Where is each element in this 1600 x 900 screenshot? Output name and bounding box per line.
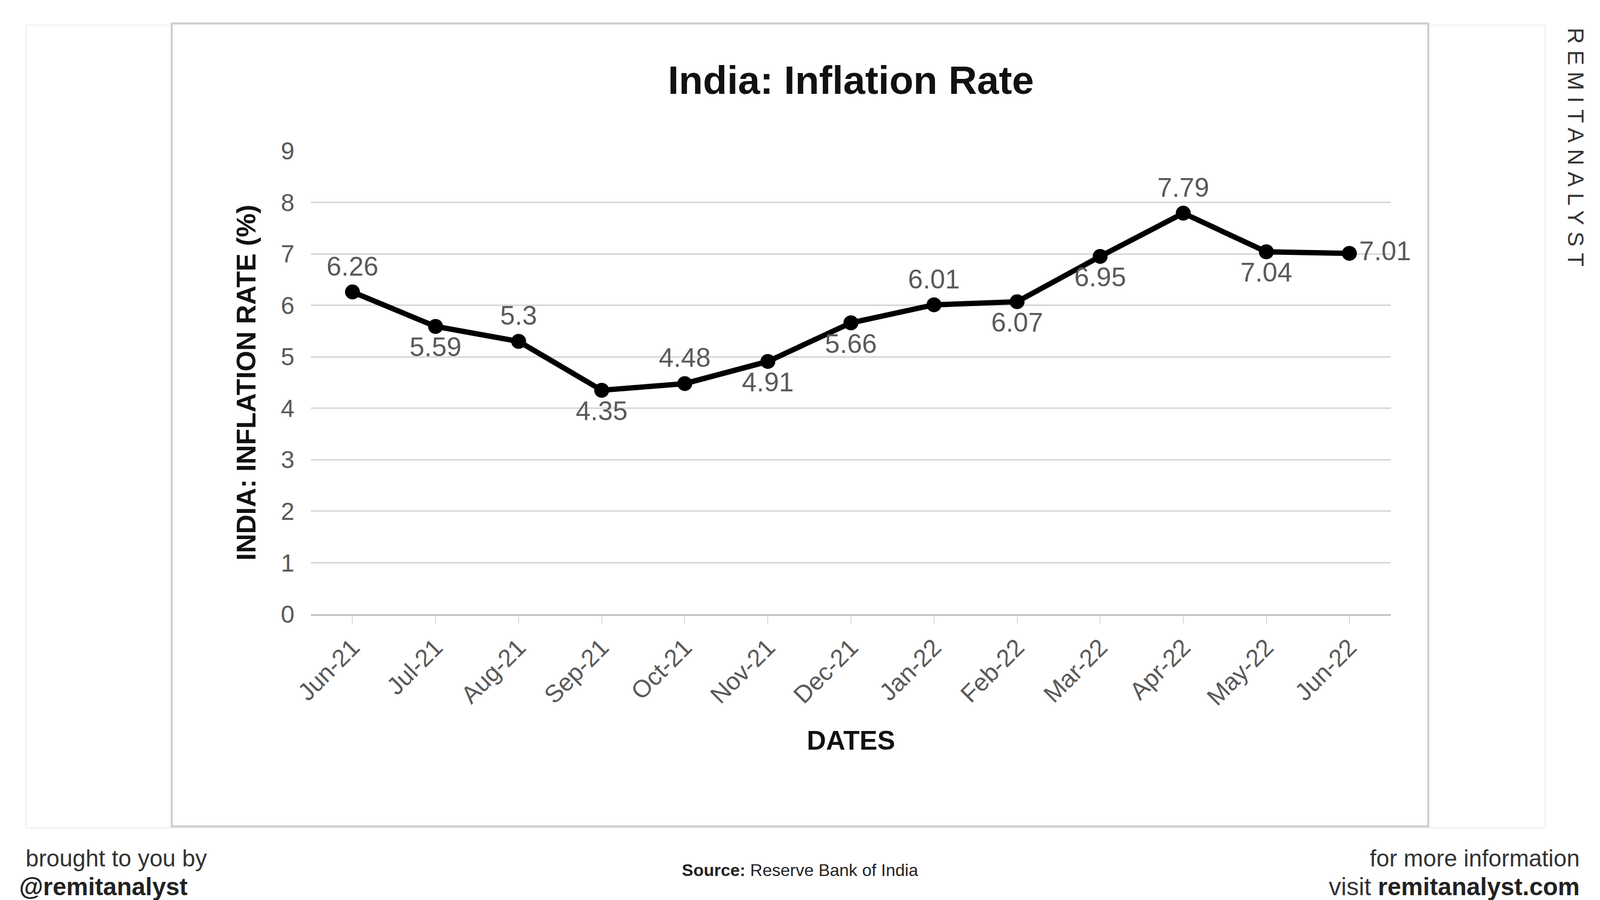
svg-text:6.26: 6.26 — [326, 251, 379, 282]
svg-text:7.79: 7.79 — [1157, 172, 1210, 203]
svg-text:Jun-21: Jun-21 — [292, 633, 365, 707]
svg-text:India: Inflation Rate: India: Inflation Rate — [667, 58, 1035, 103]
svg-text:Jul-21: Jul-21 — [381, 633, 448, 701]
svg-text:5.66: 5.66 — [825, 329, 877, 359]
svg-text:Aug-21: Aug-21 — [455, 633, 532, 710]
svg-text:4.35: 4.35 — [576, 396, 628, 427]
svg-text:Jun-22: Jun-22 — [1289, 633, 1362, 707]
svg-text:Nov-21: Nov-21 — [704, 633, 781, 710]
svg-text:7.04: 7.04 — [1240, 257, 1293, 288]
svg-text:Oct-21: Oct-21 — [625, 633, 698, 706]
svg-text:DATES: DATES — [806, 725, 896, 756]
svg-text:6: 6 — [280, 291, 295, 320]
svg-text:Dec-21: Dec-21 — [787, 633, 864, 710]
svg-text:Jan-22: Jan-22 — [873, 633, 947, 707]
html-text:Source: Reserve Bank of India: Source: Reserve Bank of India — [681, 860, 919, 880]
svg-text:Apr-22: Apr-22 — [1124, 633, 1196, 706]
svg-text:2: 2 — [280, 497, 295, 526]
html-text:brought to you by: brought to you by — [25, 845, 207, 872]
svg-text:May-22: May-22 — [1201, 633, 1279, 711]
html-text:visit remitanalyst.com: visit remitanalyst.com — [1328, 873, 1580, 900]
svg-text:Feb-22: Feb-22 — [955, 633, 1030, 709]
svg-text:5: 5 — [280, 342, 295, 371]
html-text:REMITANALYST: REMITANALYST — [1563, 27, 1589, 273]
svg-text:7: 7 — [280, 240, 295, 268]
svg-text:6.95: 6.95 — [1074, 262, 1126, 293]
svg-text:4: 4 — [280, 394, 295, 423]
svg-text:INDIA: INFLATION RATE (%): INDIA: INFLATION RATE (%) — [231, 204, 262, 562]
svg-text:6.07: 6.07 — [990, 307, 1043, 338]
svg-text:6.01: 6.01 — [908, 264, 960, 295]
svg-text:0: 0 — [280, 600, 295, 629]
svg-text:1: 1 — [280, 549, 295, 578]
svg-text:5.3: 5.3 — [500, 300, 538, 331]
svg-text:7.01: 7.01 — [1359, 236, 1412, 267]
svg-text:8: 8 — [280, 188, 295, 217]
svg-text:Sep-21: Sep-21 — [538, 633, 615, 710]
html-text:@remitanalyst: @remitanalyst — [19, 873, 188, 900]
svg-text:9: 9 — [280, 137, 295, 165]
svg-text:4.48: 4.48 — [658, 342, 711, 373]
svg-text:4.91: 4.91 — [741, 367, 794, 398]
html-text:for more information: for more information — [1369, 845, 1580, 872]
svg-text:5.59: 5.59 — [409, 332, 462, 363]
svg-text:3: 3 — [280, 445, 295, 474]
svg-text:Mar-22: Mar-22 — [1037, 633, 1113, 709]
